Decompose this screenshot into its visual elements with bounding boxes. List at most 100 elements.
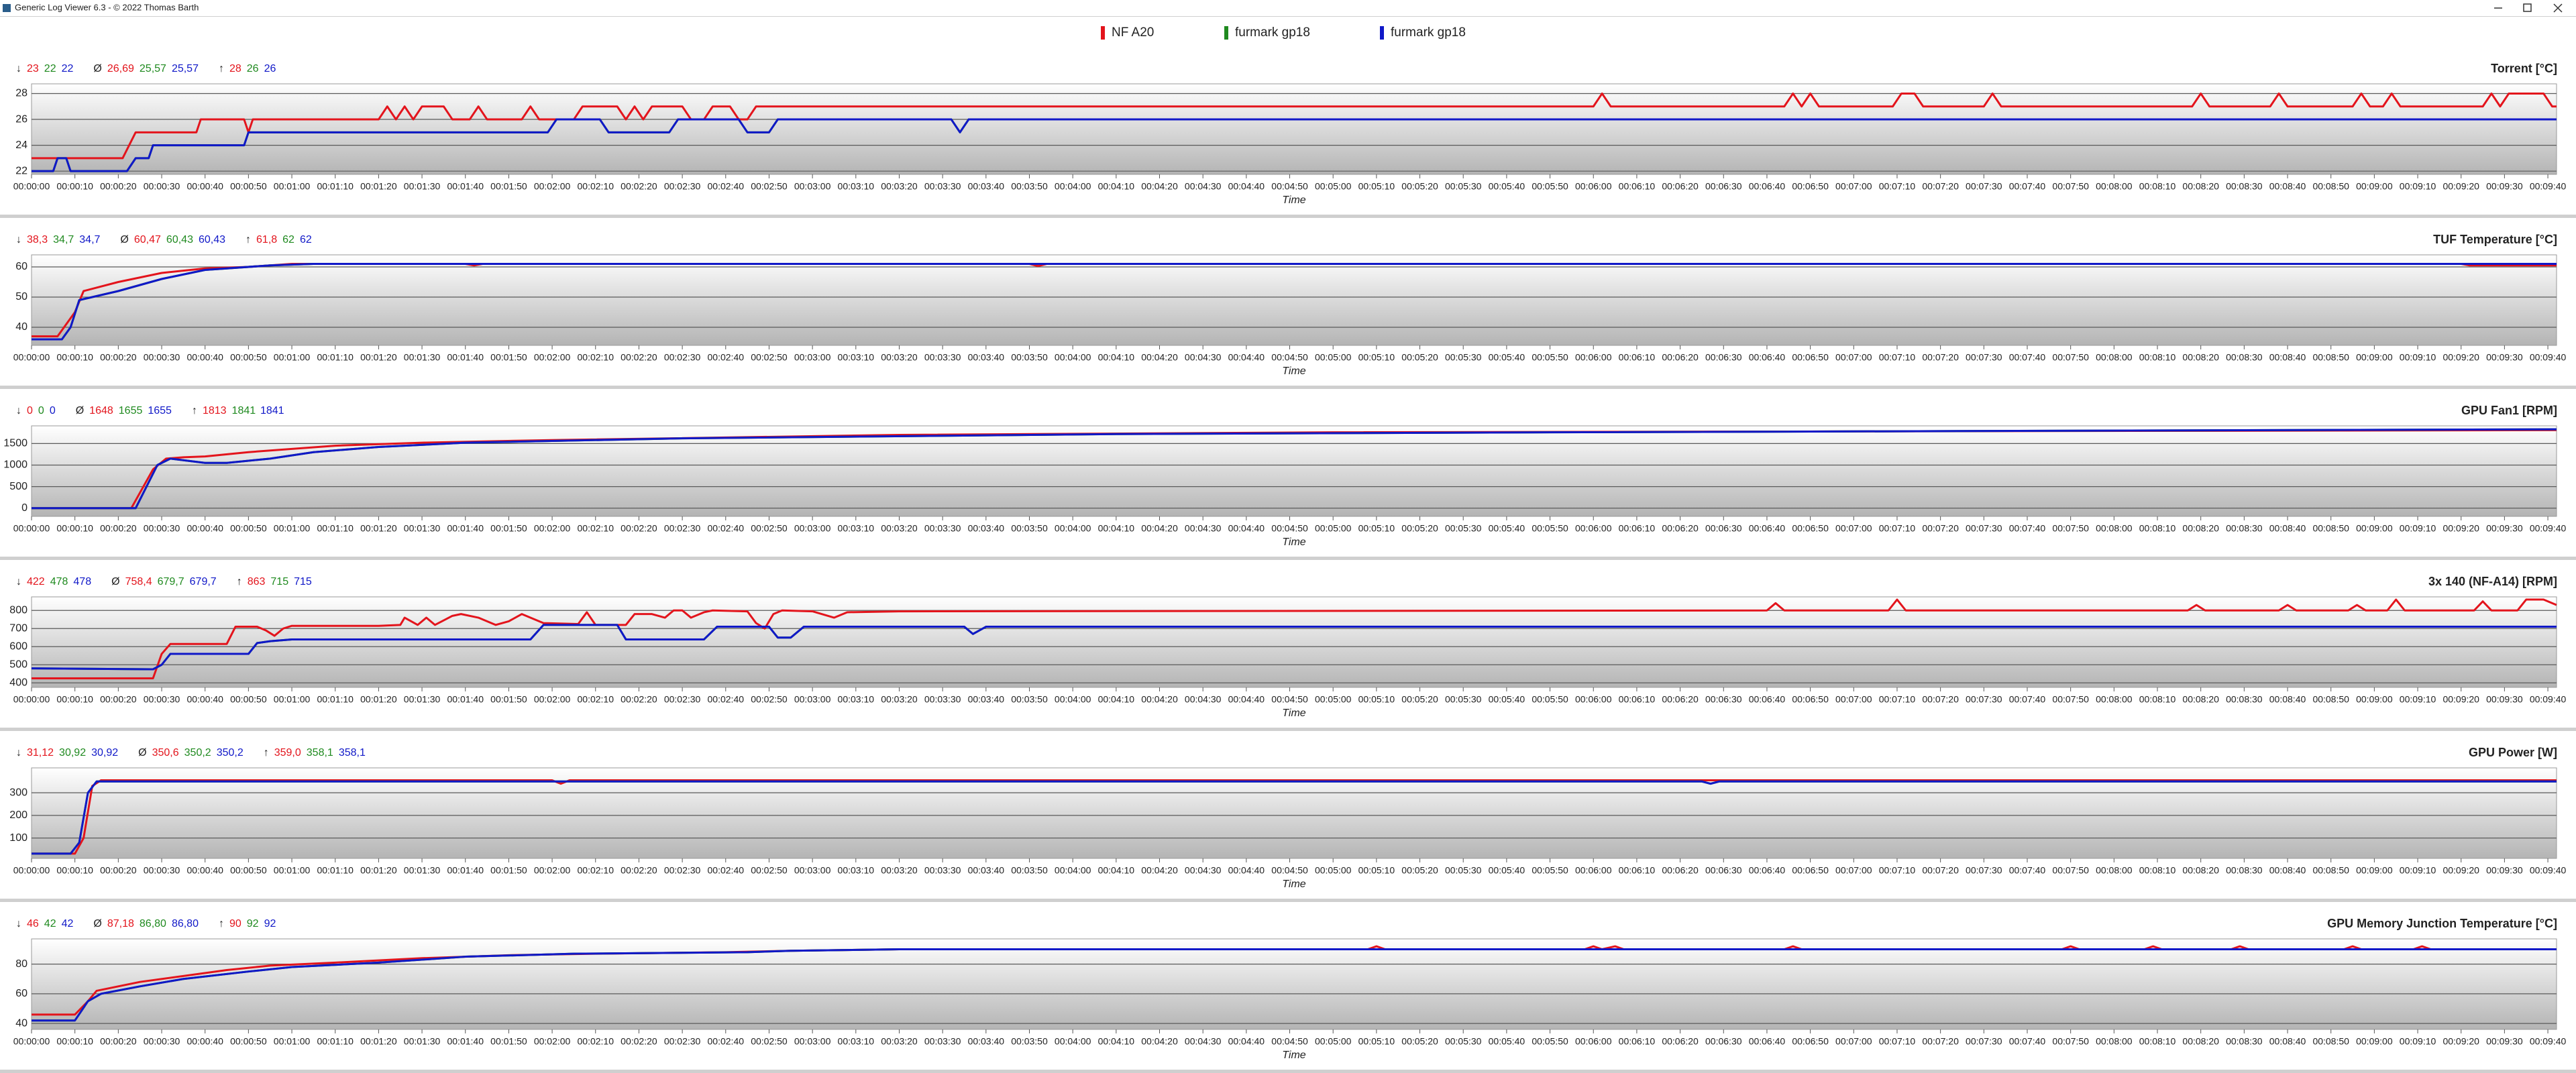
- panel-title: Torrent [°C]: [2491, 62, 2557, 75]
- x-tick-label: 00:09:00: [2356, 523, 2393, 534]
- x-tick-label: 00:09:00: [2356, 865, 2393, 876]
- window-title: Generic Log Viewer 6.3 - © 2022 Thomas B…: [15, 2, 199, 12]
- x-tick-label: 00:09:10: [2400, 1036, 2436, 1047]
- y-tick-label: 400: [9, 677, 28, 688]
- y-tick-label: 28: [15, 88, 28, 99]
- x-tick-label: 00:04:10: [1098, 694, 1135, 705]
- x-tick-label: 00:09:00: [2356, 1036, 2393, 1047]
- x-tick-label: 00:07:30: [1966, 352, 2002, 363]
- x-tick-label: 00:03:20: [881, 352, 918, 363]
- stat-symbol: ↓: [16, 918, 21, 929]
- x-tick-label: 00:04:10: [1098, 523, 1135, 534]
- x-tick-label: 00:08:40: [2269, 694, 2306, 705]
- x-tick-label: 00:03:20: [881, 1036, 918, 1047]
- x-tick-label: 00:06:20: [1662, 523, 1699, 534]
- x-tick-label: 00:00:40: [186, 181, 223, 192]
- stat-symbol: Ø: [93, 918, 101, 929]
- x-tick-label: 00:00:30: [144, 694, 180, 705]
- x-tick-label: 00:00:00: [13, 523, 50, 534]
- x-tick-label: 00:06:10: [1619, 523, 1656, 534]
- x-tick-label: 00:05:10: [1358, 865, 1395, 876]
- x-tick-label: 00:08:30: [2226, 181, 2263, 192]
- x-tick-label: 00:09:20: [2443, 694, 2479, 705]
- x-tick-label: 00:00:30: [144, 1036, 180, 1047]
- x-tick-label: 00:07:00: [1835, 181, 1872, 192]
- x-axis-label: Time: [1282, 1050, 1306, 1061]
- stat-value: 350,6: [152, 747, 179, 758]
- stat-value: 26: [264, 63, 276, 74]
- x-tick-label: 00:09:10: [2400, 865, 2436, 876]
- x-tick-label: 00:00:50: [230, 181, 267, 192]
- x-tick-label: 00:02:20: [621, 523, 657, 534]
- stat-value: 679,7: [158, 576, 184, 587]
- x-tick-label: 00:06:00: [1575, 1036, 1612, 1047]
- x-tick-label: 00:04:40: [1228, 181, 1265, 192]
- x-tick-label: 00:03:30: [924, 523, 961, 534]
- x-tick-label: 00:06:40: [1749, 523, 1786, 534]
- x-tick-label: 00:07:10: [1879, 694, 1916, 705]
- x-tick-label: 00:07:20: [1922, 352, 1959, 363]
- x-tick-label: 00:00:30: [144, 865, 180, 876]
- x-tick-label: 00:03:00: [794, 352, 831, 363]
- x-tick-label: 00:07:30: [1966, 523, 2002, 534]
- x-tick-label: 00:07:50: [2052, 181, 2089, 192]
- x-tick-label: 00:05:30: [1445, 1036, 1482, 1047]
- x-tick-label: 00:04:20: [1141, 865, 1178, 876]
- stat-value: 1841: [260, 405, 284, 416]
- x-tick-label: 00:08:50: [2312, 352, 2349, 363]
- panel-separator: [0, 215, 2576, 218]
- x-tick-label: 00:04:50: [1271, 181, 1308, 192]
- x-tick-label: 00:04:10: [1098, 181, 1135, 192]
- x-axis-label: Time: [1282, 194, 1306, 206]
- x-tick-label: 00:02:10: [578, 523, 614, 534]
- stat-value: 1655: [148, 405, 172, 416]
- stat-value: 31,12: [27, 747, 54, 758]
- panel-title: GPU Power [W]: [2469, 746, 2557, 759]
- x-tick-label: 00:06:10: [1619, 1036, 1656, 1047]
- x-tick-label: 00:00:50: [230, 1036, 267, 1047]
- x-tick-label: 00:04:00: [1055, 865, 1091, 876]
- stat-symbol: ↓: [16, 576, 21, 587]
- x-tick-label: 00:02:20: [621, 694, 657, 705]
- x-tick-label: 00:07:20: [1922, 523, 1959, 534]
- x-tick-label: 00:04:30: [1185, 865, 1222, 876]
- x-tick-label: 00:02:30: [664, 865, 701, 876]
- x-tick-label: 00:03:10: [838, 523, 875, 534]
- x-tick-label: 00:02:20: [621, 1036, 657, 1047]
- stat-symbol: Ø: [76, 405, 84, 416]
- x-tick-label: 00:06:30: [1705, 694, 1742, 705]
- x-tick-label: 00:08:50: [2312, 865, 2349, 876]
- close-button[interactable]: [2553, 3, 2563, 13]
- x-tick-label: 00:02:00: [534, 694, 571, 705]
- x-axis-label: Time: [1282, 879, 1306, 890]
- x-tick-label: 00:00:20: [100, 865, 137, 876]
- x-tick-label: 00:07:40: [2009, 181, 2046, 192]
- panel-separator: [0, 899, 2576, 902]
- x-tick-label: 00:08:00: [2096, 352, 2133, 363]
- x-tick-label: 00:02:00: [534, 1036, 571, 1047]
- x-tick-label: 00:02:00: [534, 352, 571, 363]
- x-tick-label: 00:06:50: [1792, 1036, 1829, 1047]
- x-tick-label: 00:09:40: [2530, 181, 2567, 192]
- x-tick-label: 00:06:00: [1575, 694, 1612, 705]
- x-tick-label: 00:00:30: [144, 352, 180, 363]
- y-tick-label: 40: [15, 321, 28, 333]
- x-tick-label: 00:07:50: [2052, 1036, 2089, 1047]
- legend-marker: [1101, 26, 1105, 40]
- x-tick-label: 00:06:10: [1619, 865, 1656, 876]
- x-tick-label: 00:03:40: [968, 694, 1005, 705]
- x-tick-label: 00:08:30: [2226, 523, 2263, 534]
- x-tick-label: 00:00:00: [13, 865, 50, 876]
- maximize-button[interactable]: [2523, 3, 2532, 12]
- x-tick-label: 00:04:20: [1141, 181, 1178, 192]
- x-tick-label: 00:03:10: [838, 352, 875, 363]
- x-tick-label: 00:05:40: [1489, 181, 1525, 192]
- stat-value: 92: [247, 918, 259, 929]
- x-tick-label: 00:00:40: [186, 865, 223, 876]
- x-tick-label: 00:01:20: [360, 181, 397, 192]
- x-tick-label: 00:09:30: [2486, 352, 2523, 363]
- x-tick-label: 00:07:10: [1879, 181, 1916, 192]
- x-tick-label: 00:01:10: [317, 694, 354, 705]
- stat-value: 60,47: [134, 234, 161, 245]
- x-tick-label: 00:04:00: [1055, 694, 1091, 705]
